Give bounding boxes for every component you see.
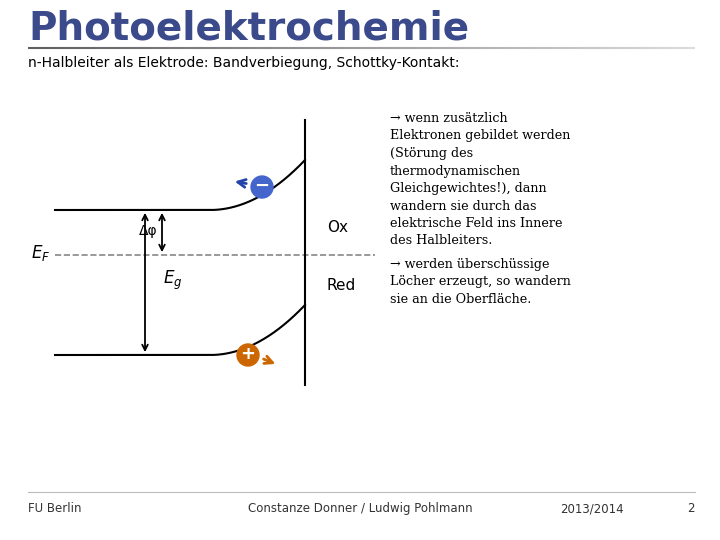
Text: → wenn zusätzlich
Elektronen gebildet werden
(Störung des
thermodynamischen
Glei: → wenn zusätzlich Elektronen gebildet we…: [390, 112, 570, 247]
Text: Photoelektrochemie: Photoelektrochemie: [28, 10, 469, 48]
Text: +: +: [240, 345, 256, 363]
Text: FU Berlin: FU Berlin: [28, 502, 81, 515]
Text: Ox: Ox: [327, 219, 348, 234]
Text: 2013/2014: 2013/2014: [560, 502, 624, 515]
Circle shape: [237, 344, 259, 366]
Text: −: −: [254, 177, 269, 195]
Text: → werden überschüssige
Löcher erzeugt, so wandern
sie an die Oberfläche.: → werden überschüssige Löcher erzeugt, s…: [390, 258, 571, 306]
Text: Red: Red: [327, 278, 356, 293]
Text: $E_F$: $E_F$: [31, 243, 50, 263]
Text: n-Halbleiter als Elektrode: Bandverbiegung, Schottky-Kontakt:: n-Halbleiter als Elektrode: Bandverbiegu…: [28, 56, 459, 70]
Text: $E_g$: $E_g$: [163, 269, 182, 292]
Text: Constanze Donner / Ludwig Pohlmann: Constanze Donner / Ludwig Pohlmann: [248, 502, 472, 515]
Text: 2: 2: [688, 502, 695, 515]
Text: Δφ: Δφ: [140, 224, 158, 238]
Circle shape: [251, 176, 273, 198]
